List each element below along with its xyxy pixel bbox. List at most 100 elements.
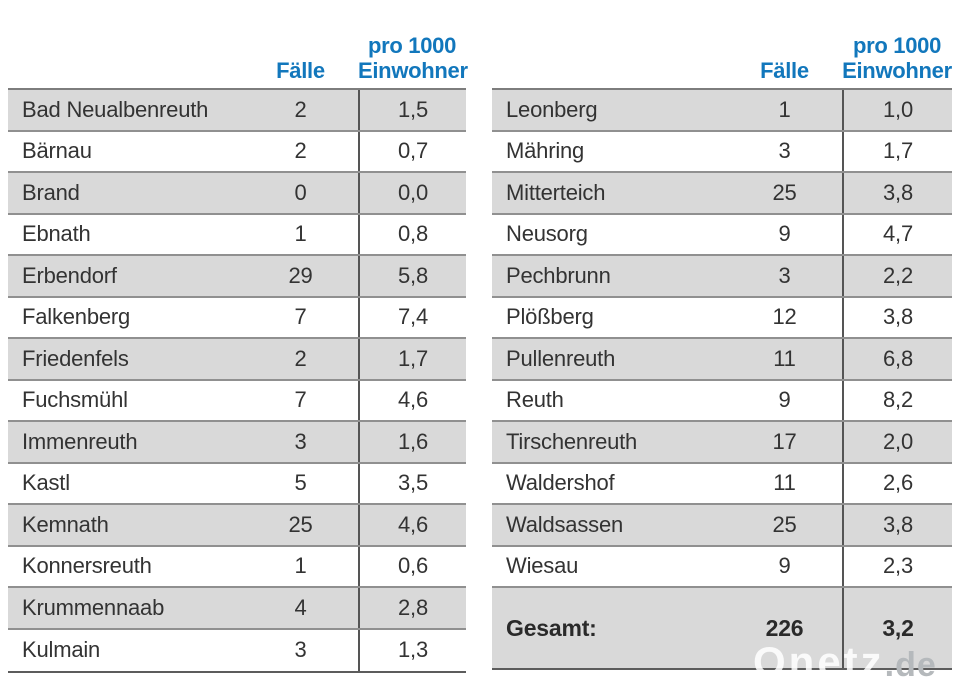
total-cases-value: 226 (765, 614, 804, 641)
rate-value: 8,2 (842, 380, 952, 420)
rate-value: 1,7 (842, 131, 952, 171)
table-row: Friedenfels 2 1,7 (8, 339, 466, 381)
municipality-name: Krummennaab (22, 594, 165, 620)
table-row: Leonberg 1 1,0 (492, 90, 952, 132)
table-row: Krummennaab 4 2,8 (8, 588, 466, 630)
municipality-name: Falkenberg (22, 304, 131, 330)
table-row: Waldershof 11 2,6 (492, 463, 952, 505)
table-row: Ebnath 1 0,8 (8, 214, 466, 256)
municipality-name: Bärnau (22, 138, 92, 164)
cases-value: 1 (294, 221, 307, 247)
table-row: Kulmain 3 1,3 (8, 629, 466, 671)
cases-value: 11 (773, 470, 796, 496)
column-header-cases: Fälle (276, 58, 325, 83)
municipality-name: Waldershof (506, 470, 615, 496)
table-row: Waldsassen 25 3,8 (492, 505, 952, 547)
rate-value: 7,4 (358, 297, 466, 337)
column-header-rate: pro 1000 Einwohner (842, 33, 952, 83)
municipality-name: Bad Neualbenreuth (22, 96, 209, 122)
municipality-name: Friedenfels (22, 345, 129, 371)
municipality-name: Tirschenreuth (506, 428, 638, 454)
municipality-name: Mähring (506, 138, 585, 164)
rate-value: 1,6 (358, 422, 466, 462)
tables-wrap: Fälle pro 1000 Einwohner Bad Neualbenreu… (8, 30, 952, 673)
rate-value: 5,8 (358, 256, 466, 296)
municipality-name: Brand (22, 179, 80, 205)
table-row: Fuchsmühl 7 4,6 (8, 380, 466, 422)
rate-value: 2,6 (842, 463, 952, 503)
total-rate-value: 3,2 (842, 588, 952, 668)
rate-value: 1,7 (358, 339, 466, 379)
table-left: Fälle pro 1000 Einwohner Bad Neualbenreu… (8, 30, 468, 673)
municipality-name: Immenreuth (22, 428, 138, 454)
municipality-name: Leonberg (506, 96, 598, 122)
rate-value: 1,0 (842, 90, 952, 130)
rate-value: 3,8 (842, 297, 952, 337)
rate-value: 2,3 (842, 546, 952, 586)
rate-value: 2,0 (842, 422, 952, 462)
cases-value: 3 (778, 138, 791, 164)
table-row: Bärnau 2 0,7 (8, 131, 466, 173)
column-header-rate-line2: Einwohner (358, 58, 468, 83)
table-row: Falkenberg 7 7,4 (8, 297, 466, 339)
column-header-rate-line2: Einwohner (842, 58, 952, 83)
cases-value: 9 (778, 221, 791, 247)
watermark-brand: Onetz (753, 638, 885, 685)
cases-value: 25 (772, 179, 797, 205)
municipality-name: Reuth (506, 387, 564, 413)
municipality-name: Erbendorf (22, 262, 117, 288)
table-row: Plößberg 12 3,8 (492, 297, 952, 339)
total-label: Gesamt: (506, 614, 597, 641)
rate-value: 0,6 (358, 546, 466, 586)
cases-value: 29 (288, 262, 313, 288)
municipality-name: Pechbrunn (506, 262, 611, 288)
table-row: Erbendorf 29 5,8 (8, 256, 466, 298)
cases-value: 25 (288, 511, 313, 537)
cases-value: 12 (772, 304, 797, 330)
table-row: Mitterteich 25 3,8 (492, 173, 952, 215)
cases-value: 17 (772, 428, 797, 454)
rate-value: 4,6 (358, 380, 466, 420)
onetz-watermark: Onetz.de (753, 641, 937, 683)
table-row: Bad Neualbenreuth 2 1,5 (8, 90, 466, 132)
cases-value: 25 (772, 511, 797, 537)
table-row: Pechbrunn 3 2,2 (492, 256, 952, 298)
table-right: Fälle pro 1000 Einwohner Leonberg 1 1,0 … (492, 30, 952, 673)
table-row: Neusorg 9 4,7 (492, 214, 952, 256)
total-row: Gesamt: 226 3,2 (492, 588, 952, 668)
cases-value: 2 (294, 138, 307, 164)
table-row: Konnersreuth 1 0,6 (8, 546, 466, 588)
cases-value: 11 (773, 345, 796, 371)
cases-value: 4 (294, 594, 307, 620)
cases-value: 3 (294, 428, 307, 454)
cases-value: 9 (778, 387, 791, 413)
cases-value: 7 (294, 304, 307, 330)
table-row: Mähring 3 1,7 (492, 131, 952, 173)
cases-value: 2 (294, 345, 307, 371)
rate-value: 2,2 (842, 256, 952, 296)
rate-value: 6,8 (842, 339, 952, 379)
cases-value: 3 (778, 262, 791, 288)
rate-value: 0,0 (358, 173, 466, 213)
table-right-grid: Leonberg 1 1,0 Mähring 3 1,7 Mitterteich… (492, 88, 952, 670)
municipality-name: Fuchsmühl (22, 387, 128, 413)
watermark-suffix: .de (884, 646, 937, 684)
table-row: Tirschenreuth 17 2,0 (492, 422, 952, 464)
table-left-body: Bad Neualbenreuth 2 1,5 Bärnau 2 0,7 Bra… (8, 90, 466, 671)
table-row: Brand 0 0,0 (8, 173, 466, 215)
cases-value: 1 (778, 96, 791, 122)
table-right-header: Fälle pro 1000 Einwohner (492, 30, 952, 88)
cases-value: 1 (294, 553, 307, 579)
rate-value: 3,8 (842, 505, 952, 545)
rate-value: 3,8 (842, 173, 952, 213)
rate-value: 0,8 (358, 214, 466, 254)
municipality-name: Kulmain (22, 637, 101, 663)
table-left-header: Fälle pro 1000 Einwohner (8, 30, 468, 88)
rate-value: 2,8 (358, 588, 466, 628)
table-right-body: Leonberg 1 1,0 Mähring 3 1,7 Mitterteich… (492, 90, 952, 588)
municipality-name: Plößberg (506, 304, 594, 330)
column-header-cases: Fälle (760, 58, 809, 83)
rate-value: 0,7 (358, 131, 466, 171)
table-row: Kastl 5 3,5 (8, 463, 466, 505)
